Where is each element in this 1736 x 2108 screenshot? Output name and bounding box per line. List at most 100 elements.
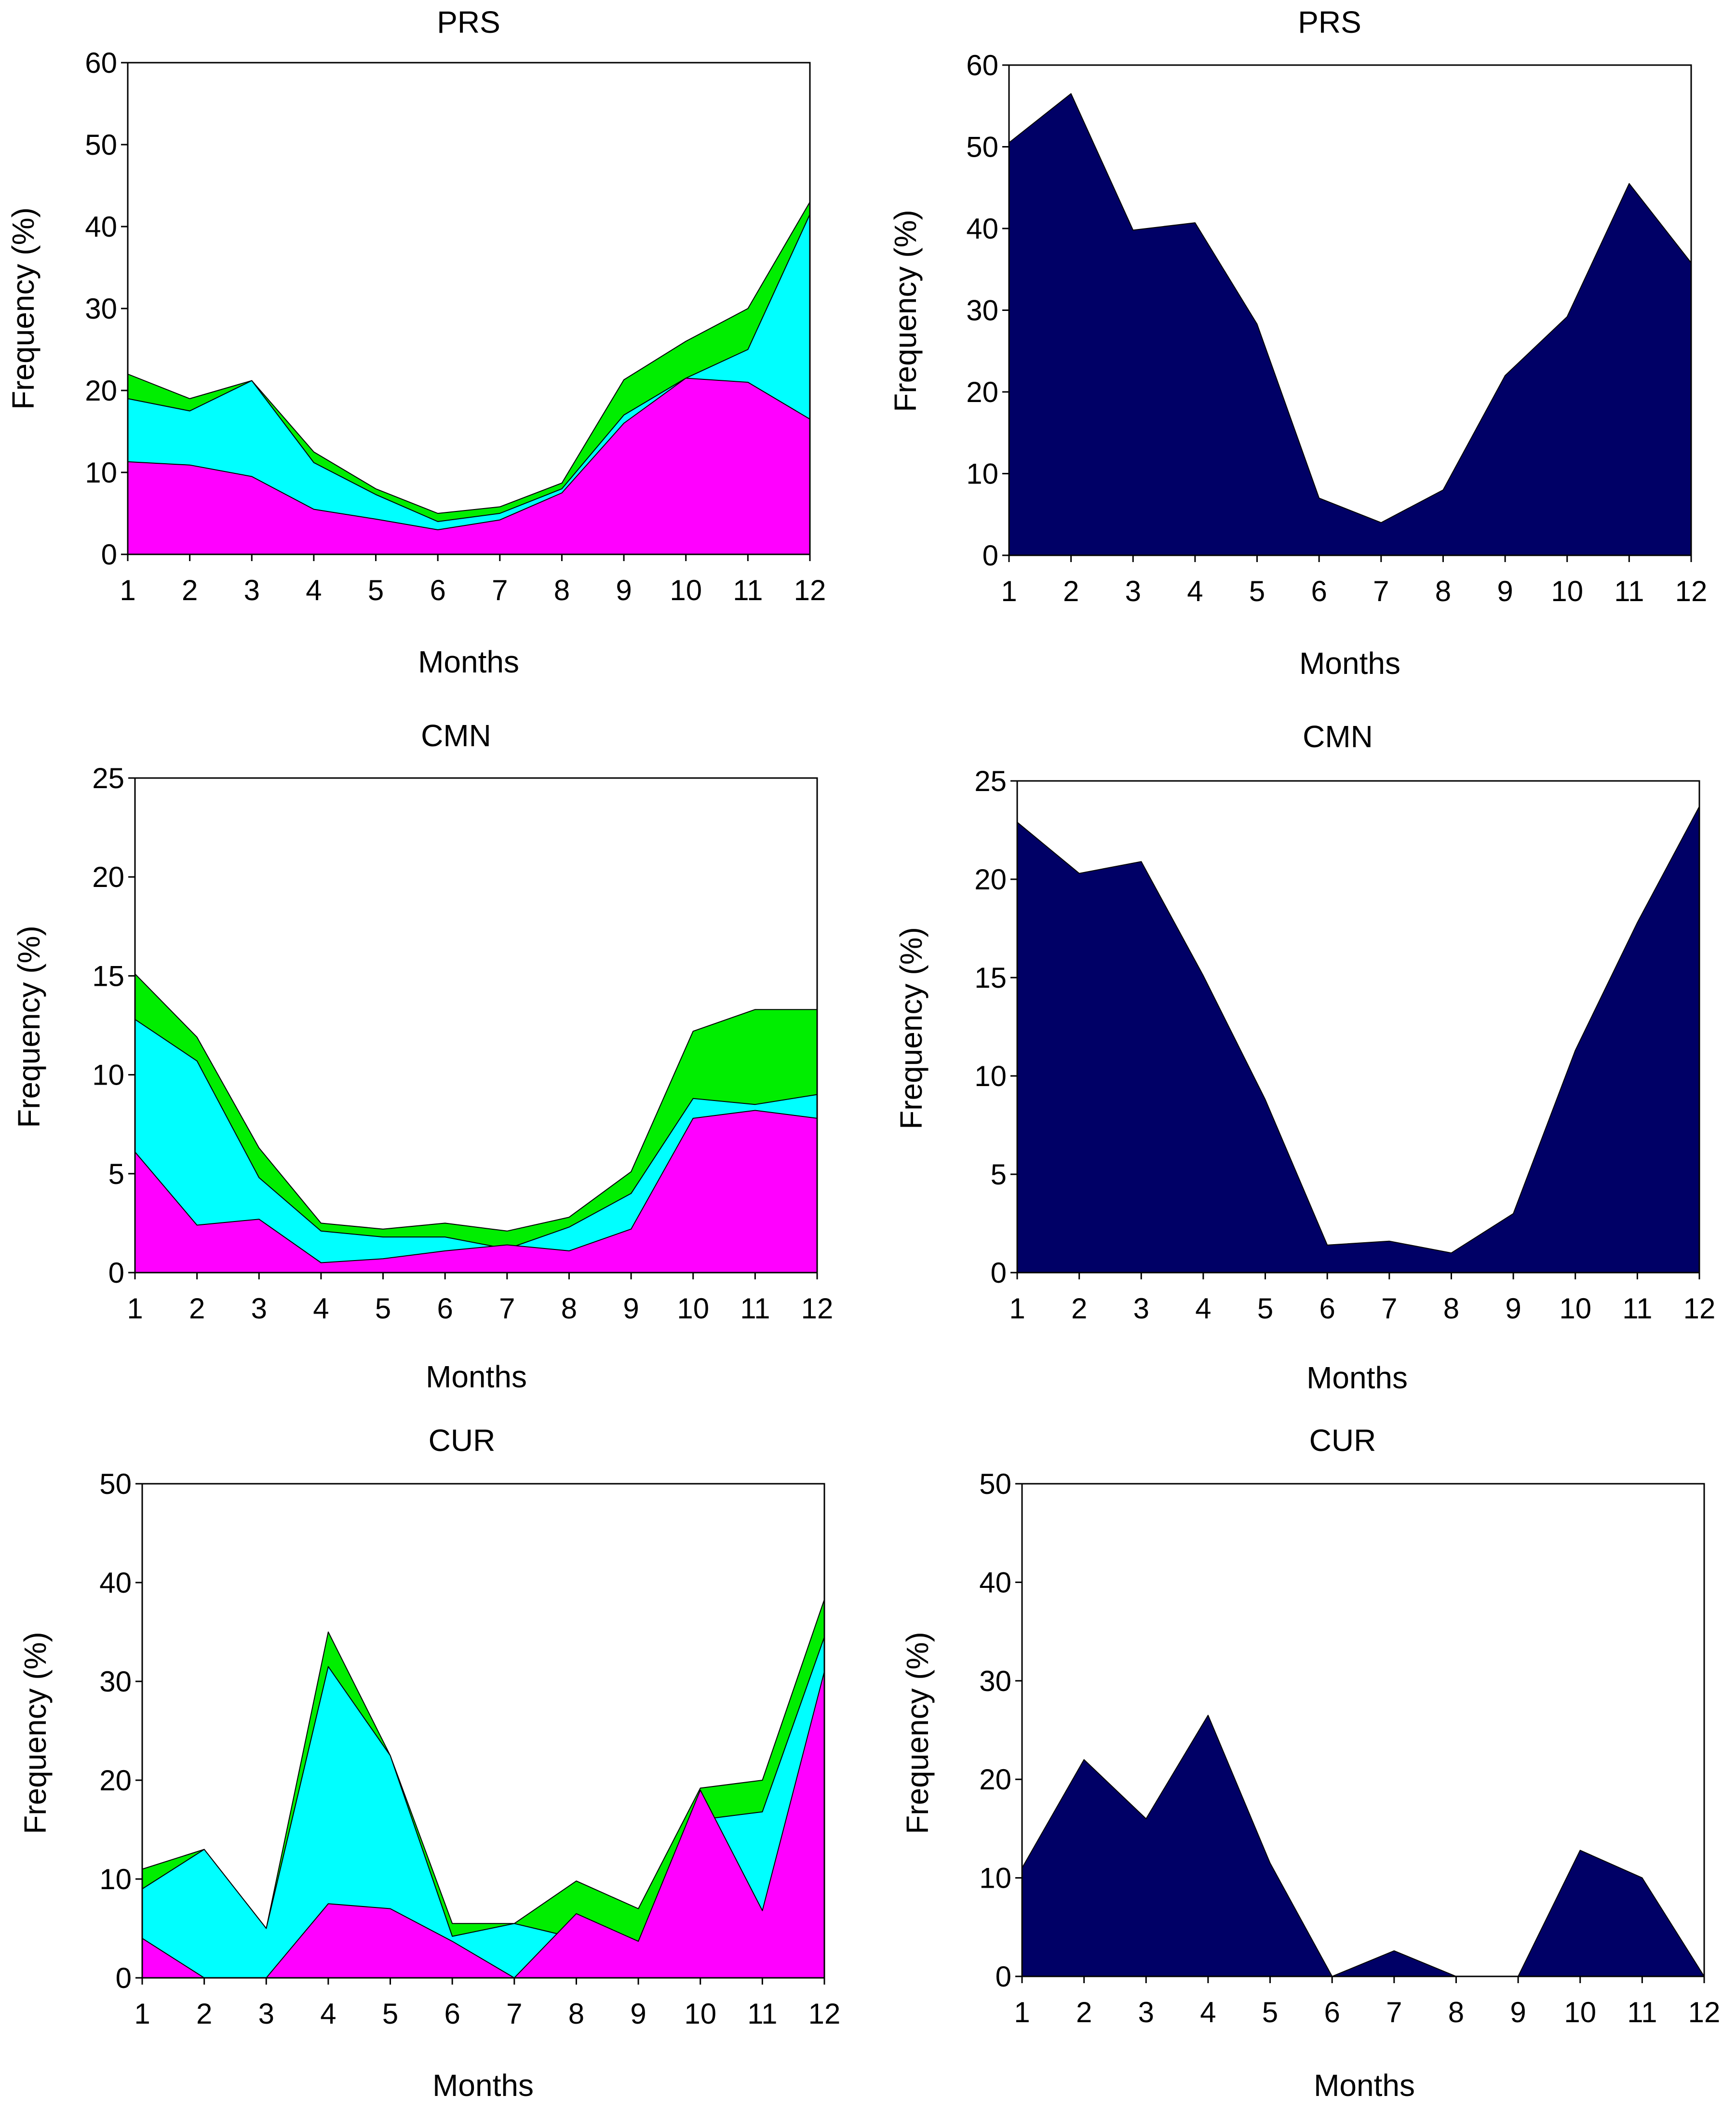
x-tick-label: 2 (1071, 1292, 1087, 1325)
x-axis-label: Months (426, 1359, 527, 1394)
x-tick-label: 5 (382, 1998, 398, 2030)
y-axis-label: Frequency (%) (894, 927, 929, 1129)
x-tick-label: 9 (623, 1292, 639, 1325)
y-tick-label: 20 (966, 376, 998, 408)
x-axis-label: Months (1299, 646, 1400, 681)
y-tick-label: 10 (966, 458, 998, 490)
x-tick-label: 12 (1683, 1292, 1716, 1325)
chart-title: CUR (429, 1423, 496, 1458)
y-tick-label: 60 (966, 49, 998, 81)
y-tick-label: 0 (108, 1257, 124, 1289)
x-tick-label: 8 (1448, 1996, 1464, 2028)
x-axis-label: Months (1306, 1360, 1408, 1395)
series-magenta-area (135, 1110, 818, 1273)
y-tick-label: 30 (979, 1665, 1011, 1697)
series-navy-area (1009, 93, 1692, 556)
y-tick-label: 30 (966, 295, 998, 327)
series-navy-area (1022, 1715, 1705, 1977)
x-tick-label: 5 (375, 1292, 391, 1325)
x-tick-label: 10 (1551, 575, 1583, 607)
y-axis-label: Frequency (%) (12, 926, 46, 1128)
x-axis-label: Months (432, 2068, 534, 2103)
plot-frame (1016, 780, 1700, 1274)
x-tick-label: 5 (1262, 1996, 1278, 2028)
y-tick-label: 25 (974, 765, 1007, 797)
y-tick-label: 10 (979, 1862, 1011, 1894)
series-cyan-area (142, 1636, 825, 1978)
y-tick-label: 15 (974, 962, 1007, 994)
y-tick-label: 40 (85, 211, 117, 243)
x-tick-label: 12 (808, 1998, 841, 2030)
x-tick-label: 9 (1510, 1996, 1526, 2028)
x-tick-label: 4 (1200, 1996, 1216, 2028)
y-tick-label: 60 (85, 47, 117, 79)
x-tick-label: 1 (134, 1998, 150, 2030)
x-tick-label: 8 (1443, 1292, 1459, 1325)
chart-title: CMN (1303, 719, 1373, 754)
x-tick-label: 5 (1257, 1292, 1273, 1325)
x-tick-label: 3 (1133, 1292, 1149, 1325)
x-tick-label: 10 (677, 1292, 709, 1325)
y-axis-label: Frequency (%) (18, 1632, 53, 1834)
x-tick-label: 11 (1614, 575, 1644, 607)
y-tick-label: 20 (974, 863, 1007, 896)
chart-title: PRS (437, 5, 500, 40)
x-tick-label: 6 (444, 1998, 460, 2030)
y-tick-label: 10 (85, 457, 117, 489)
x-tick-label: 11 (740, 1292, 770, 1325)
x-tick-label: 12 (801, 1292, 834, 1325)
y-tick-label: 5 (108, 1158, 124, 1190)
x-tick-label: 5 (368, 574, 384, 606)
x-tick-label: 7 (1373, 575, 1389, 607)
y-tick-label: 0 (116, 1962, 132, 1994)
x-tick-label: 10 (1559, 1292, 1591, 1325)
x-tick-label: 9 (616, 574, 632, 606)
x-tick-label: 3 (258, 1998, 274, 2030)
x-tick-label: 11 (1627, 1996, 1657, 2028)
x-tick-label: 4 (1187, 575, 1203, 607)
y-tick-label: 50 (966, 131, 998, 163)
y-tick-label: 20 (85, 375, 117, 407)
y-tick-label: 40 (966, 213, 998, 245)
y-tick-label: 10 (974, 1060, 1007, 1092)
x-tick-label: 8 (568, 1998, 584, 2030)
y-tick-label: 0 (982, 539, 998, 572)
x-tick-label: 10 (684, 1998, 716, 2030)
x-tick-label: 4 (306, 574, 322, 606)
x-tick-label: 3 (1125, 575, 1141, 607)
x-tick-label: 6 (1324, 1996, 1340, 2028)
x-tick-label: 6 (437, 1292, 453, 1325)
y-tick-label: 0 (991, 1257, 1007, 1289)
y-tick-label: 30 (99, 1665, 132, 1698)
x-tick-label: 7 (499, 1292, 515, 1325)
x-axis-label: Months (1314, 2068, 1415, 2103)
y-tick-label: 20 (99, 1764, 132, 1797)
y-tick-label: 40 (99, 1567, 132, 1599)
y-axis-label: Frequency (%) (900, 1632, 935, 1834)
x-tick-label: 9 (1497, 575, 1513, 607)
x-tick-label: 3 (251, 1292, 267, 1325)
y-tick-label: 50 (979, 1468, 1011, 1500)
x-tick-label: 2 (189, 1292, 205, 1325)
x-tick-label: 9 (1505, 1292, 1521, 1325)
x-tick-label: 2 (1063, 575, 1079, 607)
x-tick-label: 6 (430, 574, 445, 606)
x-tick-label: 4 (1195, 1292, 1211, 1325)
x-tick-label: 12 (1688, 1996, 1721, 2028)
x-tick-label: 9 (630, 1998, 646, 2030)
x-tick-label: 2 (196, 1998, 212, 2030)
plot-frame (141, 1483, 825, 1979)
x-tick-label: 1 (127, 1292, 143, 1325)
x-tick-label: 12 (1675, 575, 1708, 607)
series-magenta-area (127, 377, 810, 555)
x-tick-label: 8 (1435, 575, 1451, 607)
